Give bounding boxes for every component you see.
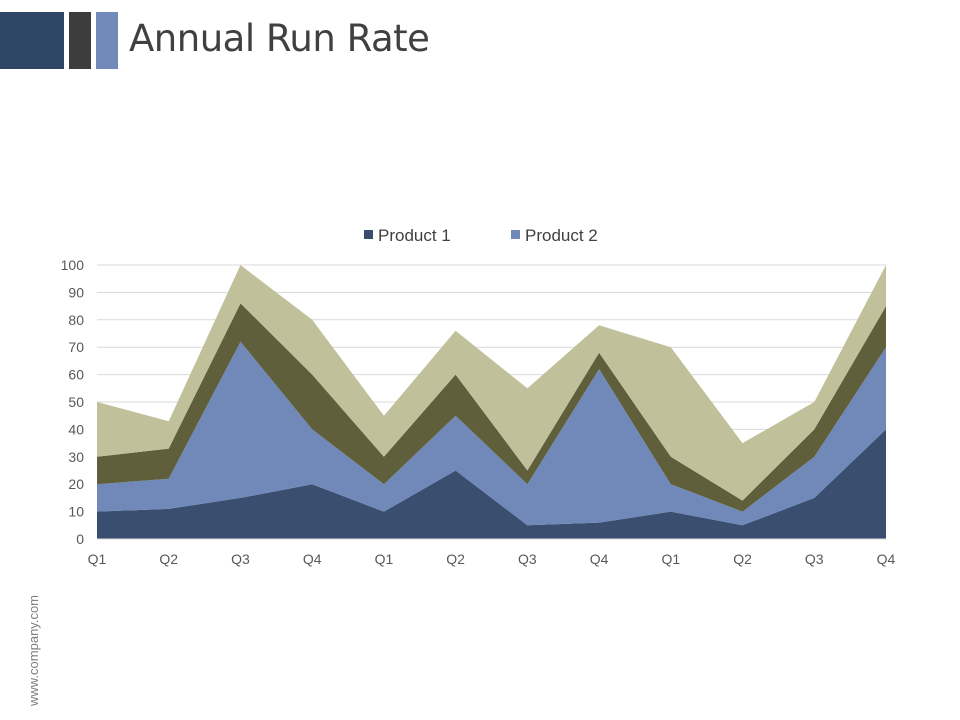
y-tick-label: 50 bbox=[68, 394, 84, 410]
x-tick-label: Q4 bbox=[877, 551, 896, 567]
y-tick-label: 90 bbox=[68, 284, 84, 300]
header-decoration-gray bbox=[69, 12, 91, 69]
legend-label: Product 1 bbox=[378, 226, 451, 245]
legend-swatch bbox=[511, 230, 520, 239]
watermark: www.company.com bbox=[26, 594, 41, 706]
header-decoration-blue bbox=[96, 12, 118, 69]
y-tick-label: 60 bbox=[68, 367, 84, 383]
y-tick-label: 100 bbox=[61, 257, 85, 273]
chart-areas bbox=[97, 265, 886, 539]
y-tick-label: 40 bbox=[68, 421, 84, 437]
header-decoration-dark bbox=[0, 12, 64, 69]
y-tick-label: 0 bbox=[76, 531, 84, 547]
y-tick-label: 10 bbox=[68, 504, 84, 520]
y-tick-label: 20 bbox=[68, 476, 84, 492]
x-tick-label: Q2 bbox=[446, 551, 465, 567]
x-tick-label: Q4 bbox=[303, 551, 322, 567]
y-tick-label: 80 bbox=[68, 312, 84, 328]
x-tick-label: Q2 bbox=[159, 551, 178, 567]
x-tick-label: Q4 bbox=[590, 551, 609, 567]
x-tick-label: Q3 bbox=[518, 551, 537, 567]
area-series-4 bbox=[97, 265, 886, 501]
x-tick-label: Q3 bbox=[231, 551, 250, 567]
chart-legend: Product 1 Product 2 bbox=[364, 226, 598, 245]
y-tick-label: 70 bbox=[68, 339, 84, 355]
area-series-1 bbox=[97, 429, 886, 539]
x-tick-label: Q1 bbox=[661, 551, 680, 567]
legend-label: Product 2 bbox=[525, 226, 598, 245]
area-series-2 bbox=[97, 341, 886, 526]
chart-axis: 0 10 20 30 40 50 60 70 80 90 100 Q1 Q2 Q3 Q4 Q1 Q2 Q3 Q4 Q1… bbox=[61, 257, 896, 567]
x-tick-label: Q3 bbox=[805, 551, 824, 567]
x-tick-label: Q1 bbox=[375, 551, 394, 567]
x-tick-label: Q1 bbox=[88, 551, 107, 567]
x-tick-label: Q2 bbox=[733, 551, 752, 567]
legend-swatch bbox=[364, 230, 373, 239]
y-tick-label: 30 bbox=[68, 449, 84, 465]
page-title: Annual Run Rate bbox=[129, 17, 430, 60]
